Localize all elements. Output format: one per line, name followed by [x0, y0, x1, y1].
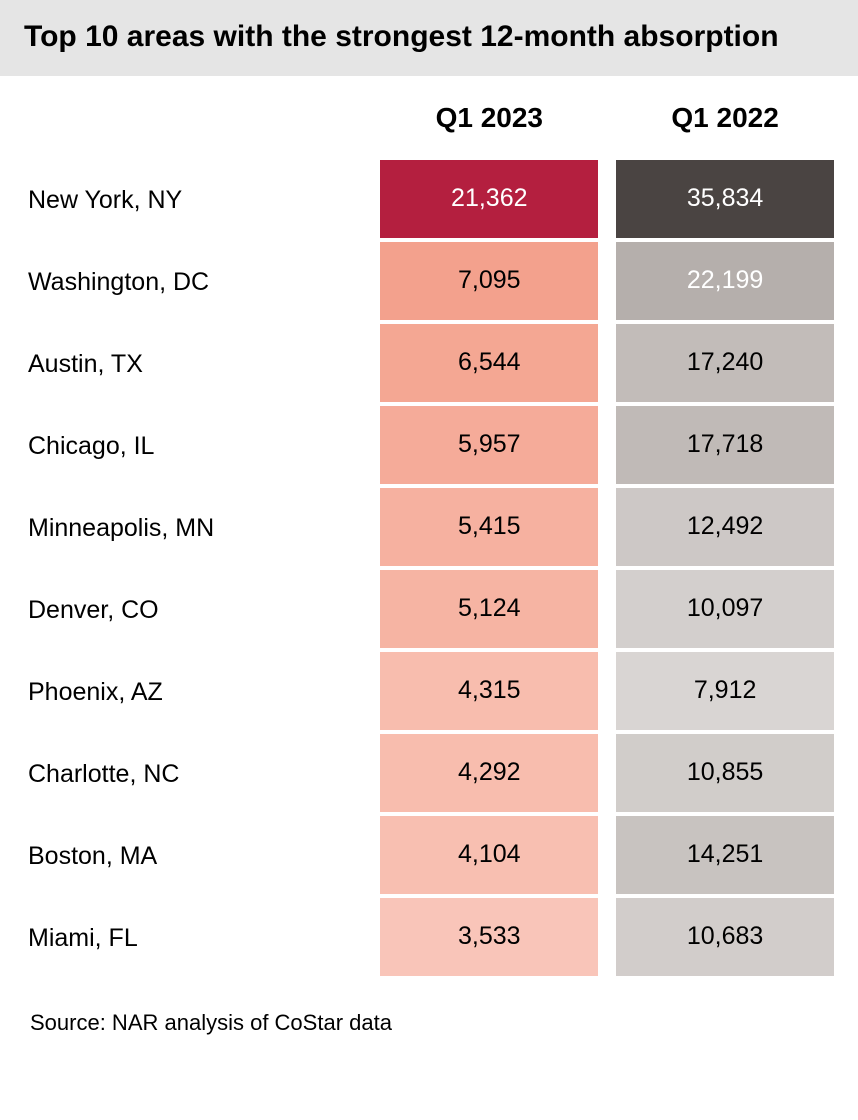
- cell-spacer: [598, 242, 616, 324]
- cell-q1-2022: 12,492: [616, 488, 834, 570]
- row-label: Minneapolis, MN: [24, 488, 380, 570]
- cell-q1-2023: 4,315: [380, 652, 598, 734]
- cell-q1-2023: 7,095: [380, 242, 598, 324]
- source-note: Source: NAR analysis of CoStar data: [0, 980, 858, 1046]
- table-row: Minneapolis, MN5,41512,492: [24, 488, 834, 570]
- table-row: Austin, TX6,54417,240: [24, 324, 834, 406]
- cell-spacer: [598, 406, 616, 488]
- row-label: Austin, TX: [24, 324, 380, 406]
- cell-q1-2023: 21,362: [380, 160, 598, 242]
- cell-spacer: [598, 324, 616, 406]
- cell-spacer: [598, 734, 616, 816]
- cell-q1-2022: 35,834: [616, 160, 834, 242]
- table-row: Washington, DC7,09522,199: [24, 242, 834, 324]
- cell-q1-2023: 5,415: [380, 488, 598, 570]
- row-label: Boston, MA: [24, 816, 380, 898]
- table-row: Charlotte, NC4,29210,855: [24, 734, 834, 816]
- table-row: Miami, FL3,53310,683: [24, 898, 834, 980]
- row-label: Washington, DC: [24, 242, 380, 324]
- cell-q1-2022: 22,199: [616, 242, 834, 324]
- cell-q1-2023: 4,292: [380, 734, 598, 816]
- header-col-2: Q1 2022: [616, 76, 834, 160]
- cell-q1-2022: 17,240: [616, 324, 834, 406]
- cell-q1-2022: 10,683: [616, 898, 834, 980]
- cell-q1-2022: 10,097: [616, 570, 834, 652]
- header-spacer: [598, 76, 616, 160]
- table-row: Phoenix, AZ4,3157,912: [24, 652, 834, 734]
- cell-spacer: [598, 570, 616, 652]
- header-blank: [24, 76, 380, 160]
- table-row: Chicago, IL5,95717,718: [24, 406, 834, 488]
- row-label: New York, NY: [24, 160, 380, 242]
- title-bar: Top 10 areas with the strongest 12-month…: [0, 0, 858, 76]
- cell-q1-2023: 3,533: [380, 898, 598, 980]
- cell-spacer: [598, 488, 616, 570]
- table-row: New York, NY21,36235,834: [24, 160, 834, 242]
- cell-q1-2022: 14,251: [616, 816, 834, 898]
- table-row: Denver, CO5,12410,097: [24, 570, 834, 652]
- table-container: Q1 2023 Q1 2022 New York, NY21,36235,834…: [0, 76, 858, 980]
- cell-q1-2022: 10,855: [616, 734, 834, 816]
- header-col-1: Q1 2023: [380, 76, 598, 160]
- cell-spacer: [598, 160, 616, 242]
- absorption-table: Q1 2023 Q1 2022 New York, NY21,36235,834…: [24, 76, 834, 980]
- cell-spacer: [598, 816, 616, 898]
- row-label: Denver, CO: [24, 570, 380, 652]
- cell-spacer: [598, 652, 616, 734]
- table-row: Boston, MA4,10414,251: [24, 816, 834, 898]
- row-label: Charlotte, NC: [24, 734, 380, 816]
- cell-q1-2022: 7,912: [616, 652, 834, 734]
- row-label: Chicago, IL: [24, 406, 380, 488]
- cell-q1-2023: 6,544: [380, 324, 598, 406]
- chart-title: Top 10 areas with the strongest 12-month…: [24, 18, 834, 56]
- cell-spacer: [598, 898, 616, 980]
- row-label: Miami, FL: [24, 898, 380, 980]
- cell-q1-2022: 17,718: [616, 406, 834, 488]
- row-label: Phoenix, AZ: [24, 652, 380, 734]
- cell-q1-2023: 5,957: [380, 406, 598, 488]
- cell-q1-2023: 4,104: [380, 816, 598, 898]
- cell-q1-2023: 5,124: [380, 570, 598, 652]
